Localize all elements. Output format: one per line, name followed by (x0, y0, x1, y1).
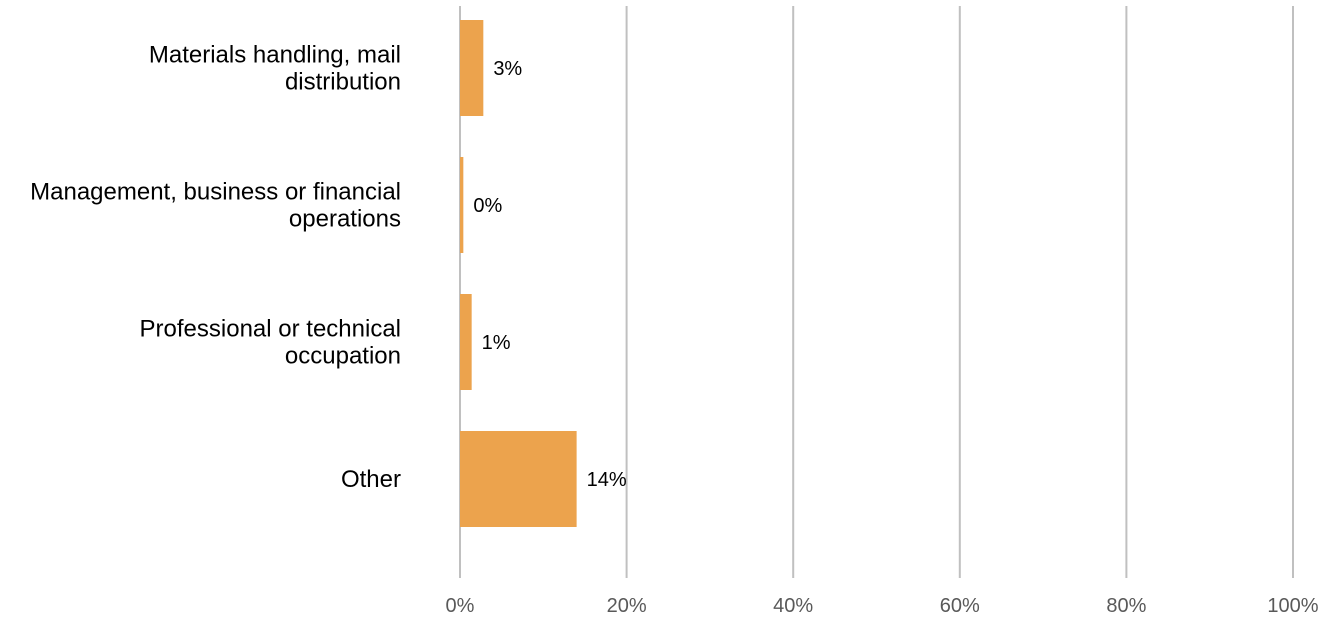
data-label: 3% (493, 58, 522, 80)
x-tick-label: 60% (940, 595, 980, 617)
data-label: 1% (482, 332, 511, 354)
category-label: operations (289, 206, 401, 233)
x-tick-label: 20% (607, 595, 647, 617)
bars (460, 20, 577, 527)
category-label: Professional or technical (140, 316, 401, 343)
data-labels: 3% 0% 1% 14% (473, 58, 627, 491)
data-label: 14% (587, 469, 627, 491)
x-tick-label: 0% (446, 595, 475, 617)
category-label: Management, business or financial (30, 179, 401, 206)
bar (460, 431, 577, 527)
category-label: distribution (285, 69, 401, 96)
x-tick-label: 80% (1106, 595, 1146, 617)
category-label: Other (341, 466, 401, 493)
gridlines (459, 6, 1294, 578)
data-label: 0% (473, 195, 502, 217)
x-tick-label: 100% (1267, 595, 1318, 617)
x-tick-label: 40% (773, 595, 813, 617)
bar (460, 157, 464, 253)
bar (460, 294, 472, 390)
category-label: occupation (285, 343, 401, 370)
x-tick-labels: 0% 20% 40% 60% 80% 100% (446, 595, 1319, 617)
category-label: Materials handling, mail (149, 42, 401, 69)
bar (460, 20, 484, 116)
